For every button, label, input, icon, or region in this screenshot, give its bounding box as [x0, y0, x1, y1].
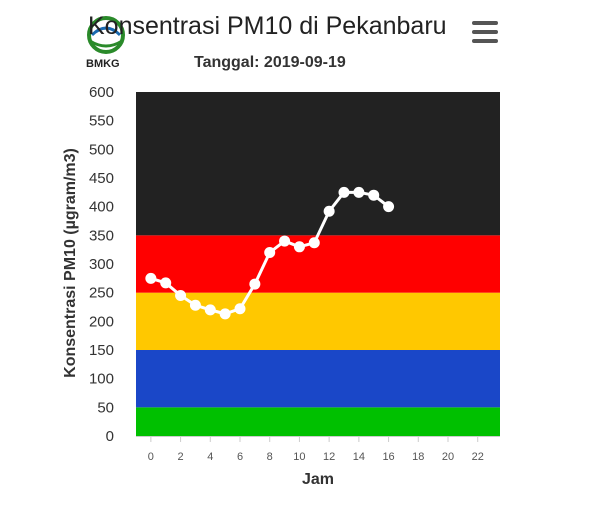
data-point: [160, 277, 172, 289]
y-axis-label: Konsentrasi PM10 (µgram/m3): [62, 148, 79, 378]
band-1: [136, 350, 500, 408]
hamburger-menu-icon[interactable]: [472, 21, 498, 43]
data-point: [249, 278, 261, 290]
data-point: [368, 189, 380, 201]
data-point: [383, 201, 395, 213]
y-tick-label: 250: [89, 285, 114, 302]
data-point: [189, 299, 201, 311]
bmkg-logo-icon: [87, 16, 125, 54]
concentration-bands: [136, 92, 500, 436]
data-point: [145, 272, 157, 284]
x-tick-label: 8: [267, 451, 273, 463]
y-tick-label: 400: [89, 199, 114, 216]
data-point: [308, 237, 320, 249]
x-tick-label: 18: [412, 451, 424, 463]
y-tick-label: 150: [89, 342, 114, 359]
x-tick-label: 0: [148, 451, 154, 463]
x-axis: 0 2 4 6 8 10 12 14 16 18 20 22: [136, 436, 500, 463]
x-tick-label: 2: [178, 451, 184, 463]
y-tick-label: 600: [89, 84, 114, 101]
x-axis-label: Jam: [302, 471, 334, 488]
x-tick-label: 14: [353, 451, 365, 463]
logo-text: BMKG: [86, 58, 120, 70]
y-tick-label: 0: [106, 428, 114, 445]
data-point: [219, 308, 231, 320]
y-tick-label: 500: [89, 141, 114, 158]
x-tick-label: 12: [323, 451, 335, 463]
data-point: [293, 241, 305, 253]
data-point: [175, 290, 187, 302]
data-point: [323, 205, 335, 217]
y-axis: 0 50 100 150 200 250 300 350 400 450 500 550 600: [89, 84, 114, 445]
band-0: [136, 407, 500, 436]
data-point: [338, 186, 350, 198]
x-tick-label: 10: [293, 451, 305, 463]
data-point: [234, 303, 246, 315]
chart-title: Konsentrasi PM10 di Pekanbaru: [88, 12, 447, 40]
y-tick-label: 450: [89, 170, 114, 187]
x-tick-label: 6: [237, 451, 243, 463]
data-point: [279, 235, 291, 247]
data-point: [264, 247, 276, 259]
x-tick-label: 4: [207, 451, 213, 463]
chart-subtitle: Tanggal: 2019-09-19: [194, 54, 346, 71]
x-tick-label: 20: [442, 451, 454, 463]
data-point: [353, 186, 365, 198]
y-tick-label: 50: [97, 399, 114, 416]
data-point: [204, 304, 216, 316]
y-tick-label: 200: [89, 313, 114, 330]
y-tick-label: 300: [89, 256, 114, 273]
band-4: [136, 92, 500, 236]
x-tick-label: 16: [382, 451, 394, 463]
y-tick-label: 100: [89, 371, 114, 388]
y-tick-label: 550: [89, 113, 114, 130]
y-tick-label: 350: [89, 227, 114, 244]
series-layer: [145, 186, 395, 320]
x-tick-label: 22: [472, 451, 484, 463]
